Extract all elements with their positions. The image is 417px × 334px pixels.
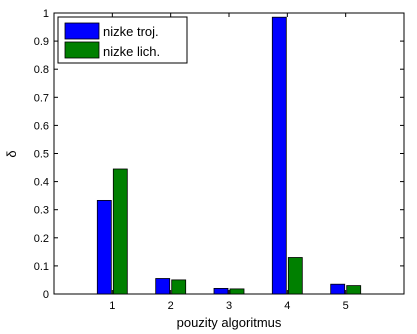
bar-series-1-cat-5	[330, 283, 346, 295]
bars-group	[96, 16, 362, 295]
legend-swatch-series-1	[64, 22, 100, 40]
y-tick-label: 0	[43, 289, 49, 301]
x-tick-label: 3	[226, 300, 232, 312]
x-ticks-group: 1 2 3 4 5	[109, 13, 349, 312]
legend: nizke troj. nizke lich.	[57, 16, 188, 64]
bar-series-2-cat-2	[171, 279, 187, 295]
x-tick-label: 1	[109, 300, 115, 312]
x-tick-label: 2	[168, 300, 174, 312]
y-tick-label: 0.1	[34, 261, 49, 273]
x-tick-label: 5	[343, 300, 349, 312]
bar-series-2-cat-3	[229, 288, 245, 295]
y-tick-label: 0.5	[34, 149, 49, 161]
y-tick-label: 0.9	[34, 36, 49, 48]
y-tick-label: 0.4	[34, 177, 49, 189]
legend-label-series-1: nizke troj.	[103, 24, 159, 39]
bar-series-1-cat-2	[155, 278, 171, 295]
y-axis-label: δ	[4, 150, 19, 157]
x-tick-label: 4	[284, 300, 290, 312]
bar-series-1-cat-4	[271, 16, 287, 295]
y-tick-label: 0.7	[34, 92, 49, 104]
y-tick-label: 0.8	[34, 64, 49, 76]
bar-series-2-cat-4	[287, 257, 303, 295]
bar-series-2-cat-5	[346, 285, 362, 295]
legend-label-series-2: nizke lich.	[103, 44, 160, 59]
y-tick-label: 0.3	[34, 205, 49, 217]
x-axis-label: pouzity algoritmus	[177, 315, 282, 330]
legend-swatch-series-2	[64, 41, 100, 59]
bar-series-1-cat-1	[96, 199, 112, 295]
bar-series-1-cat-3	[213, 287, 229, 295]
bar-series-2-cat-1	[112, 168, 128, 295]
y-tick-label: 0.2	[34, 233, 49, 245]
y-ticks-group: 0 0.1 0.2 0.3 0.4 0.5 0.6 0.7 0.8 0.9 1	[34, 8, 404, 301]
y-tick-label: 0.6	[34, 120, 49, 132]
y-tick-label: 1	[43, 8, 49, 20]
